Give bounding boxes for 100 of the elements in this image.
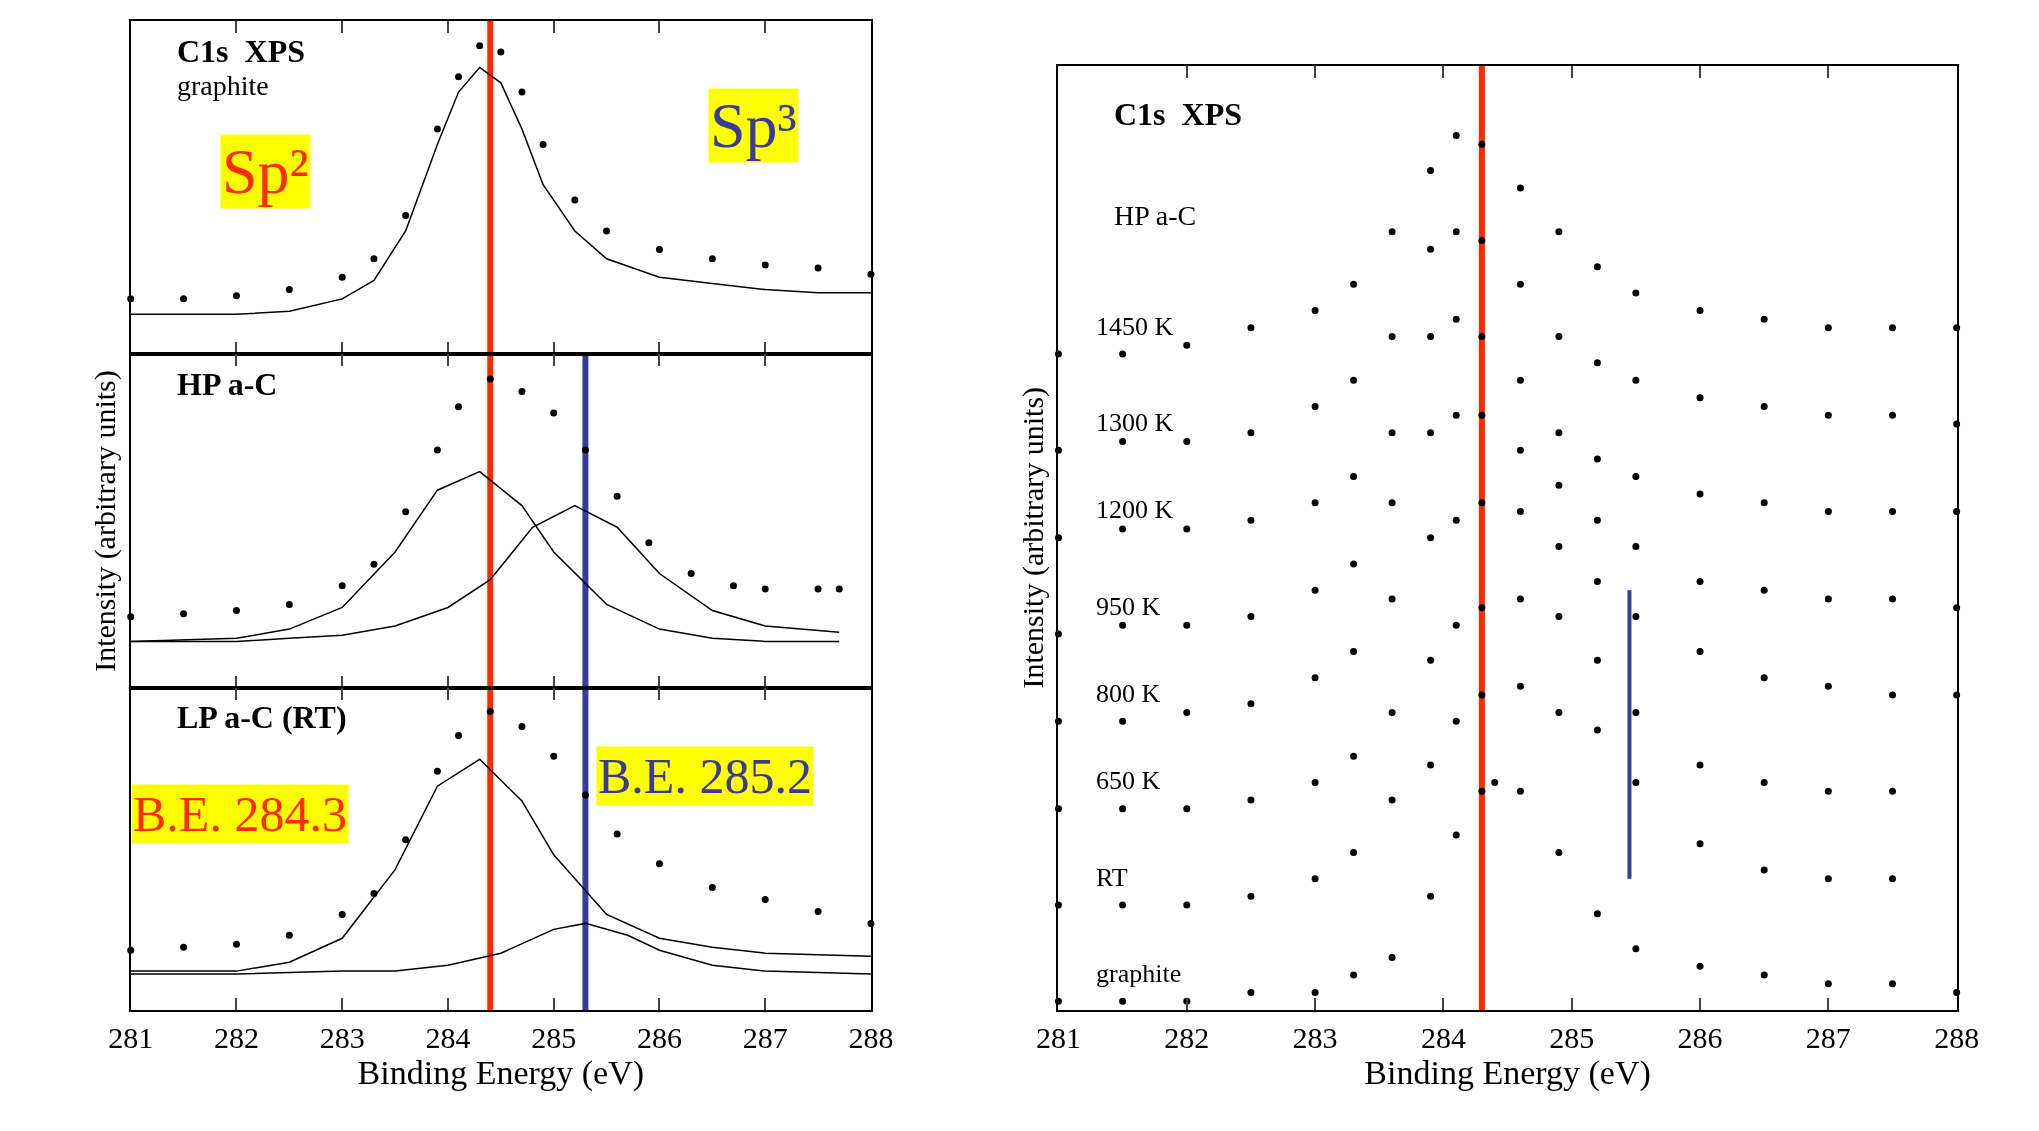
point <box>1696 577 1704 585</box>
point <box>1350 647 1358 655</box>
point <box>1247 796 1255 804</box>
annotation: Sp² <box>222 136 309 207</box>
series-label: 650 K <box>1096 766 1161 795</box>
x-tick-label: 288 <box>1934 1020 1980 1054</box>
point <box>1632 542 1640 550</box>
point <box>1427 429 1435 437</box>
point <box>1555 481 1563 489</box>
point <box>1516 507 1524 515</box>
point <box>1555 542 1563 550</box>
x-tick-label: 284 <box>425 1020 471 1054</box>
point <box>1427 892 1435 900</box>
point <box>1696 490 1704 498</box>
series-label: 800 K <box>1096 679 1161 708</box>
annotation: graphite <box>177 70 269 101</box>
point <box>455 73 463 81</box>
point <box>571 196 579 204</box>
point <box>1516 376 1524 384</box>
point <box>1478 236 1486 244</box>
point <box>1350 752 1358 760</box>
x-tick-label: 288 <box>848 1020 894 1054</box>
point <box>550 409 558 417</box>
point <box>180 943 188 951</box>
point <box>1478 411 1486 419</box>
point <box>476 42 484 50</box>
point <box>1696 761 1704 769</box>
x-axis-title: Binding Energy (eV) <box>1364 1053 1651 1092</box>
point <box>338 910 346 918</box>
point <box>539 141 547 149</box>
point <box>581 791 589 799</box>
point <box>708 255 716 263</box>
point <box>1516 280 1524 288</box>
point <box>1311 499 1319 507</box>
point <box>613 492 621 500</box>
point <box>1119 438 1127 446</box>
ref-line-label: B.E. 284.3 <box>133 786 347 842</box>
point <box>285 286 293 294</box>
text: C1s XPS <box>1114 96 1243 132</box>
point <box>655 245 663 253</box>
point <box>1183 709 1191 717</box>
point <box>1516 184 1524 192</box>
annotation: Sp³ <box>710 90 797 161</box>
point <box>1632 473 1640 481</box>
point <box>402 836 410 844</box>
series-label: 1450 K <box>1096 312 1174 341</box>
point <box>1388 499 1396 507</box>
point <box>486 708 494 716</box>
annotation: C1s XPS <box>177 33 306 69</box>
x-tick-label: 286 <box>1677 1020 1723 1054</box>
point <box>285 931 293 939</box>
point <box>1247 988 1255 996</box>
point <box>1632 779 1640 787</box>
point <box>1491 779 1499 787</box>
point <box>232 940 240 948</box>
point <box>1888 691 1896 699</box>
series-label: 1200 K <box>1096 495 1174 524</box>
x-tick-label: 282 <box>1164 1020 1210 1054</box>
point <box>433 125 441 133</box>
point <box>1247 516 1255 524</box>
point <box>338 582 346 590</box>
point <box>1824 411 1832 419</box>
series-label: graphite <box>1096 959 1182 988</box>
point <box>1452 516 1460 524</box>
point <box>1760 499 1768 507</box>
point <box>1388 333 1396 341</box>
point <box>1119 805 1127 813</box>
x-tick-label: 282 <box>213 1020 259 1054</box>
point <box>285 600 293 608</box>
point <box>402 508 410 516</box>
point <box>1247 429 1255 437</box>
point <box>1427 656 1435 664</box>
point <box>1247 612 1255 620</box>
point <box>1696 962 1704 970</box>
point <box>1888 787 1896 795</box>
x-axis-title: Binding Energy (eV) <box>357 1053 645 1092</box>
point <box>1427 166 1435 174</box>
point <box>1350 560 1358 568</box>
point <box>1452 717 1460 725</box>
point <box>1555 612 1563 620</box>
point <box>1516 595 1524 603</box>
point <box>1452 621 1460 629</box>
point <box>1760 403 1768 411</box>
point <box>1760 586 1768 594</box>
point <box>729 582 737 590</box>
point <box>761 585 769 593</box>
x-tick-label: 286 <box>636 1020 682 1054</box>
point <box>1632 289 1640 297</box>
point <box>1888 324 1896 332</box>
point <box>1388 429 1396 437</box>
point <box>1824 324 1832 332</box>
point <box>1388 228 1396 236</box>
point <box>497 48 505 56</box>
y-axis-title: Intensity (arbitrary units) <box>1015 386 1050 689</box>
point <box>1247 700 1255 708</box>
point <box>1388 595 1396 603</box>
point <box>1478 499 1486 507</box>
point <box>370 255 378 263</box>
point <box>1311 586 1319 594</box>
point <box>1593 455 1601 463</box>
